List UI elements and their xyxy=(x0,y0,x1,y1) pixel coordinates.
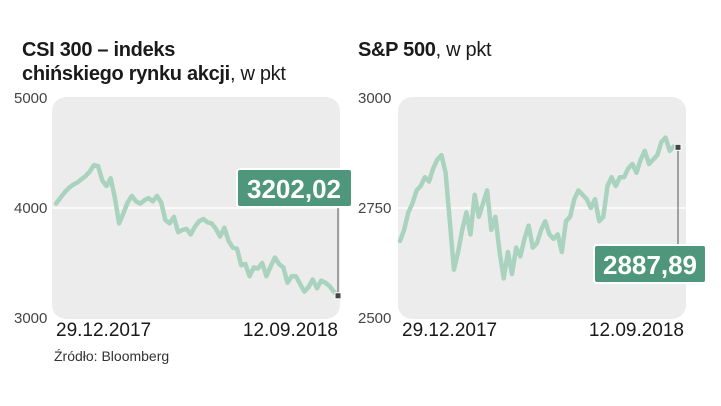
left-last-value-label: 3202,02 xyxy=(247,174,341,204)
left-ytick-top: 5000 xyxy=(14,90,47,107)
left-last-point-marker xyxy=(334,292,342,300)
right-chart-title-unit: , w pkt xyxy=(435,39,492,61)
left-chart-title-unit: , w pkt xyxy=(229,63,286,85)
right-last-value-badge xyxy=(593,244,707,284)
right-last-point-marker xyxy=(674,143,682,151)
right-last-value-label: 2887,89 xyxy=(603,250,697,280)
right-ytick-top: 3000 xyxy=(358,90,391,107)
left-last-value-badge xyxy=(236,168,353,208)
left-chart-title-line2: chińskiego rynku akcji xyxy=(22,63,230,85)
right-x-end-label: 12.09.2018 xyxy=(589,320,684,341)
right-chart-title: S&P 500, w pkt xyxy=(358,38,658,62)
left-ytick-bottom: 3000 xyxy=(14,310,47,327)
left-chart-title: CSI 300 – indeks chińskiego rynku akcji,… xyxy=(22,38,322,86)
left-series-line xyxy=(53,162,341,299)
right-series-polyline xyxy=(397,135,681,281)
left-chart: 5000 4000 3000 29.12.2017 12.09.2018 320… xyxy=(14,90,353,341)
right-chart-title-main: S&P 500 xyxy=(358,39,436,61)
right-series-line xyxy=(397,135,681,281)
left-ytick-mid: 4000 xyxy=(14,200,47,217)
left-chart-title-line1: CSI 300 – indeks xyxy=(22,39,176,61)
right-ytick-mid: 2750 xyxy=(358,200,391,217)
left-series-polyline xyxy=(53,162,341,299)
left-x-end-label: 12.09.2018 xyxy=(243,320,338,341)
right-ytick-bottom: 2500 xyxy=(358,310,391,327)
right-chart: 3000 2750 2500 29.12.2017 12.09.2018 288… xyxy=(358,90,707,341)
right-x-start-label: 29.12.2017 xyxy=(402,320,497,341)
source-note: Źródło: Bloomberg xyxy=(54,348,170,364)
left-x-start-label: 29.12.2017 xyxy=(56,320,151,341)
